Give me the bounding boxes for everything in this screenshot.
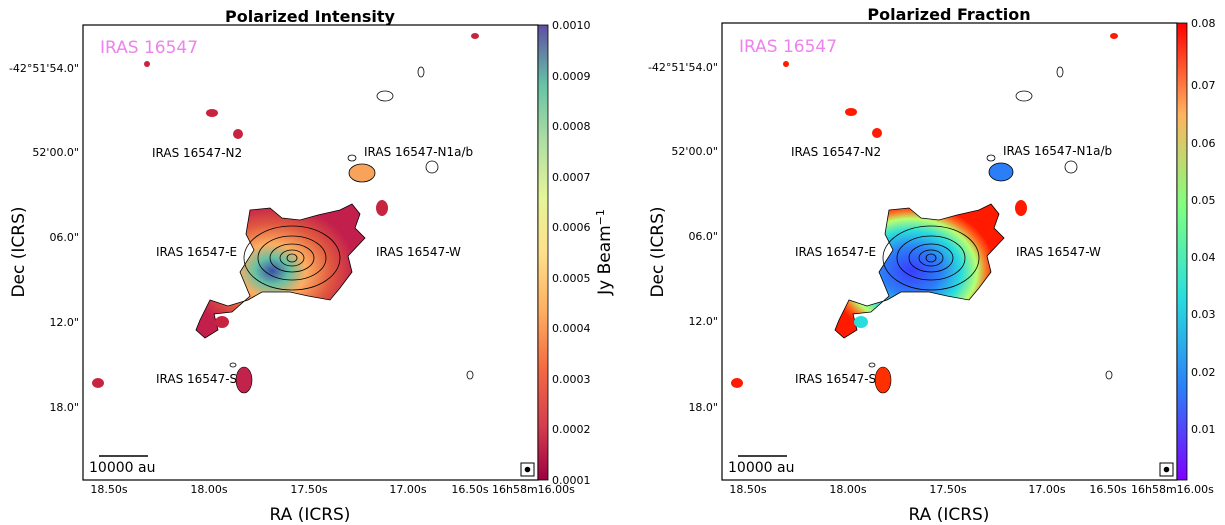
annotation-w: IRAS 16547-W	[1016, 245, 1101, 259]
x-tick-label: 18.00s	[829, 483, 866, 496]
x-ticks: 18.50s 18.00s 17.50s 17.00s 16.50s 16h58…	[729, 483, 1214, 496]
emission-clump	[206, 109, 218, 117]
chart-title: Polarized Intensity	[225, 7, 395, 26]
emission-clump	[144, 61, 150, 67]
colorbar-label: Jy Beam−1	[594, 209, 616, 296]
y-tick-label: 52'00.0"	[671, 145, 718, 158]
x-axis-label: RA (ICRS)	[270, 505, 351, 525]
emission-clump	[376, 200, 388, 216]
y-tick-label: 12.0"	[49, 316, 79, 329]
emission-n2	[872, 128, 882, 138]
y-tick-label: 12.0"	[688, 315, 718, 328]
emission-clump	[1110, 33, 1118, 39]
colorbar-tick-label: 0.08	[1191, 17, 1216, 30]
x-tick-label: 16.50s	[1089, 483, 1126, 496]
colorbar-tick-label: 0.0007	[552, 171, 591, 184]
scale-bar-label: 10000 au	[89, 460, 155, 476]
colorbar-tick-label: 0.0004	[552, 322, 591, 335]
y-ticks: -42°51'54.0" 52'00.0" 06.0" 12.0" 18.0"	[648, 61, 718, 414]
y-ticks: -42°51'54.0" 52'00.0" 06.0" 12.0" 18.0"	[9, 62, 79, 414]
annotation-n2: IRAS 16547-N2	[152, 146, 242, 160]
colorbar-tick-label: 0.0002	[552, 423, 591, 436]
emission-central	[195, 203, 366, 339]
emission-clump	[854, 316, 868, 328]
emission-s	[874, 366, 892, 394]
colorbar-ticks: 0.01 0.02 0.03 0.04 0.05 0.06 0.07 0.08	[1191, 17, 1216, 436]
x-axis-label: RA (ICRS)	[909, 505, 990, 525]
y-tick-label: 06.0"	[49, 231, 79, 244]
colorbar-tick-label: 0.0010	[552, 19, 591, 32]
annotation-e: IRAS 16547-E	[795, 245, 876, 259]
chart-title: Polarized Fraction	[867, 5, 1030, 24]
intensity-contours	[229, 66, 474, 380]
emission-clump	[783, 61, 789, 67]
colorbar-tick-label: 0.0006	[552, 221, 591, 234]
emission-central	[834, 203, 1005, 339]
colorbar-tick-label: 0.0005	[552, 272, 591, 285]
colorbar-tick-label: 0.01	[1191, 423, 1216, 436]
x-tick-label: 16h58m16.00s	[1131, 483, 1214, 496]
intensity-contours	[868, 66, 1113, 380]
annotation-e: IRAS 16547-E	[156, 245, 237, 259]
map-image	[92, 33, 479, 394]
colorbar-tick-label: 0.0008	[552, 120, 591, 133]
x-tick-label: 18.50s	[729, 483, 766, 496]
colorbar-tick-label: 0.03	[1191, 308, 1216, 321]
annotation-s: IRAS 16547-S	[795, 372, 876, 386]
emission-n2	[233, 129, 243, 139]
y-axis-label: Dec (ICRS)	[9, 206, 29, 297]
colorbar-tick-label: 0.02	[1191, 366, 1216, 379]
colorbar-tick-label: 0.05	[1191, 194, 1216, 207]
x-tick-label: 18.50s	[90, 483, 127, 496]
panel-polarized-fraction: Polarized Fraction	[648, 5, 1216, 525]
emission-n1	[988, 162, 1014, 182]
panel-polarized-intensity: Polarized Intensity	[9, 7, 615, 525]
x-ticks: 18.50s 18.00s 17.50s 17.00s 16.50s 16h58…	[90, 483, 575, 496]
beam-ellipse	[524, 466, 531, 473]
source-label: IRAS 16547	[739, 37, 837, 57]
emission-clump	[1015, 200, 1027, 216]
colorbar-tick-label: 0.04	[1191, 251, 1216, 264]
y-tick-label: -42°51'54.0"	[648, 61, 718, 74]
annotation-n1ab: IRAS 16547-N1a/b	[364, 145, 473, 159]
x-tick-label: 17.50s	[929, 483, 966, 496]
emission-clump	[92, 378, 104, 388]
emission-clump	[845, 108, 857, 116]
x-tick-label: 16.50s	[451, 483, 488, 496]
annotation-n2: IRAS 16547-N2	[791, 145, 881, 159]
y-tick-label: 52'00.0"	[32, 146, 79, 159]
x-tick-label: 17.00s	[1028, 483, 1065, 496]
colorbar-tick-label: 0.0009	[552, 70, 591, 83]
colorbar-tick-label: 0.0001	[552, 474, 591, 487]
beam-ellipse	[1163, 466, 1170, 473]
emission-s	[235, 366, 253, 394]
colorbar	[1176, 22, 1188, 481]
scale-bar-label: 10000 au	[728, 460, 794, 476]
source-label: IRAS 16547	[100, 38, 198, 58]
emission-clump	[471, 33, 479, 39]
emission-n1	[348, 163, 376, 183]
emission-clump	[731, 378, 743, 388]
x-tick-label: 18.00s	[190, 483, 227, 496]
colorbar-tick-label: 0.0003	[552, 373, 591, 386]
x-tick-label: 16h58m16.00s	[492, 483, 575, 496]
map-image	[731, 33, 1118, 394]
y-axis-label: Dec (ICRS)	[648, 206, 668, 297]
y-tick-label: 06.0"	[688, 230, 718, 243]
annotation-w: IRAS 16547-W	[376, 245, 461, 259]
y-tick-label: 18.0"	[688, 401, 718, 414]
y-tick-label: -42°51'54.0"	[9, 62, 79, 75]
y-tick-label: 18.0"	[49, 401, 79, 414]
annotation-s: IRAS 16547-S	[156, 372, 237, 386]
colorbar-tick-label: 0.06	[1191, 137, 1216, 150]
colorbar	[537, 24, 549, 481]
colorbar-tick-label: 0.07	[1191, 79, 1216, 92]
x-tick-label: 17.50s	[290, 483, 327, 496]
colorbar-ticks: 0.0001 0.0002 0.0003 0.0004 0.0005 0.000…	[552, 19, 591, 487]
emission-clump	[215, 316, 229, 328]
x-tick-label: 17.00s	[389, 483, 426, 496]
annotation-n1ab: IRAS 16547-N1a/b	[1003, 144, 1112, 158]
